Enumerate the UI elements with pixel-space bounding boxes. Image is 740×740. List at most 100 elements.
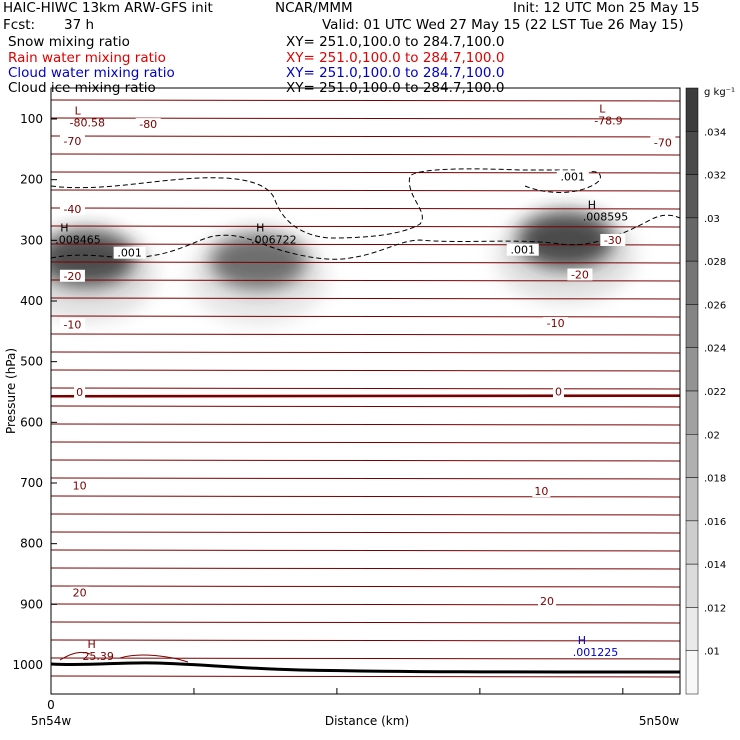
temperature-label-bg [600, 233, 626, 246]
temperature-label-bg [543, 317, 569, 330]
colorbar-swatch [685, 304, 699, 348]
temperature-label: -20 [571, 269, 589, 282]
extremum-L: L [75, 104, 82, 117]
y-tick-label: 800 [20, 537, 43, 551]
temperature-contour-line [51, 639, 680, 642]
temperature-contour-line [51, 477, 680, 480]
temperature-label-bg [59, 203, 85, 216]
temperature-label-bg [135, 118, 161, 131]
temperature-contours [51, 99, 680, 678]
extremum-H: H [578, 634, 586, 647]
temperature-label: -10 [547, 317, 565, 330]
temperature-label: -70 [63, 135, 81, 148]
plot-frame [50, 87, 681, 695]
temperature-label: -70 [654, 136, 672, 149]
temperature-label: -40 [63, 203, 81, 216]
temperature-label-bg [70, 479, 89, 492]
y-axis-title: Pressure (hPa) [4, 348, 18, 434]
y-tick-label: 400 [20, 294, 43, 308]
colorbar-swatch [685, 607, 699, 651]
y-tick-label: 700 [20, 476, 43, 490]
y-tick-label: 900 [20, 597, 43, 611]
temperature-label: 20 [73, 586, 87, 599]
distance-axis: 0 [47, 688, 624, 712]
snow-maximum-core [210, 233, 307, 290]
temperature-contour-line [51, 207, 680, 210]
colorbar-swatch [685, 87, 699, 132]
temperature-label-bg [74, 386, 86, 399]
temperature-label-bg [552, 385, 564, 398]
temperature-contour-line [51, 495, 680, 498]
temperature-label-bg [59, 135, 85, 148]
temperature-label-bg [59, 318, 85, 331]
temperature-contour-line [51, 99, 680, 102]
x-tick-label: 0 [47, 698, 55, 712]
temperature-label: 10 [73, 480, 87, 493]
zero-isotherm [51, 394, 680, 398]
temperature-contour-line [51, 189, 680, 192]
temperature-contour-line [51, 513, 680, 516]
colorbar-tick-label: .02 [704, 430, 720, 441]
ice-contour-label-bg [556, 170, 589, 183]
warm-contour-left [59, 651, 91, 661]
temperature-contour-line [51, 549, 680, 552]
y-tick-label: 600 [20, 415, 43, 429]
colorbar-swatch [685, 217, 699, 262]
temperature-label: 0 [76, 386, 83, 399]
temperature-contour-line [51, 243, 680, 246]
y-tick-label: 100 [20, 112, 43, 126]
colorbar-swatch [685, 347, 699, 392]
y-tick-label: 1000 [12, 658, 43, 672]
temperature-contour-line [51, 387, 680, 390]
extremum-L: L [599, 102, 606, 115]
temperature-label: 0 [555, 386, 562, 399]
colorbar-tick-label: .01 [704, 647, 720, 658]
extremum-H: H [87, 638, 95, 651]
temperature-contour-line [51, 675, 680, 678]
extremum-value: .006722 [251, 233, 296, 246]
colorbar-swatch [685, 260, 699, 305]
colorbar-tick-label: .03 [704, 214, 720, 225]
colorbar-tick-label: .018 [704, 474, 726, 485]
temperature-label-bg [567, 268, 593, 281]
temperature-label-bg [538, 594, 557, 607]
temperature-contour-line [51, 621, 680, 624]
temperature-contour-line [51, 297, 680, 300]
temperature-label-bg [59, 269, 85, 282]
colorbar: .034 .032 .03 .028 .026 .024 .022 .02 .018 .016 .0… [685, 87, 726, 695]
extremum-H: H [60, 221, 68, 234]
temperature-contour-line [51, 459, 680, 462]
colorbar-tick-label: .014 [704, 560, 726, 571]
temperature-contour-line [51, 567, 680, 570]
temperature-label: -20 [63, 270, 81, 283]
temperature-contour-line [51, 405, 680, 408]
temperature-contour-line [51, 531, 680, 534]
colorbar-swatch [685, 650, 699, 695]
cloud-ice-contour-right [524, 171, 601, 193]
colorbar-tick-label: .032 [704, 171, 726, 182]
y-tick-label: 500 [20, 355, 43, 369]
temperature-contour-line [51, 315, 680, 318]
temperature-contour-line [51, 225, 680, 228]
field-xy-snow: XY= 251.0,100.0 to 284.7,100.0 [286, 34, 505, 50]
temperature-contour-line [51, 333, 680, 336]
extremum-H: H [588, 198, 596, 211]
field-name-cloud-water: Cloud water mixing ratio [8, 65, 175, 81]
temperature-contour-line [51, 441, 680, 444]
colorbar-swatch [685, 520, 699, 565]
cloud-ice-contour-upper [51, 168, 575, 239]
x-end-label-right: 5n50w [639, 714, 680, 728]
temperature-label-bg [532, 485, 551, 498]
y-tick-label: 300 [20, 233, 43, 247]
temperature-label: -30 [604, 234, 622, 247]
temperature-label: -10 [63, 318, 81, 331]
ice-contour-label: .001 [511, 244, 536, 257]
temperature-contour-line [51, 657, 680, 660]
colorbar-tick-label: .016 [704, 517, 726, 528]
colorbar-swatch [685, 477, 699, 522]
colorbar-swatch [685, 131, 699, 175]
ice-contour-label: .001 [117, 247, 142, 260]
extremum-H: H [256, 221, 264, 234]
temperature-label: -80 [139, 118, 157, 131]
colorbar-tick-label: .012 [704, 603, 726, 614]
